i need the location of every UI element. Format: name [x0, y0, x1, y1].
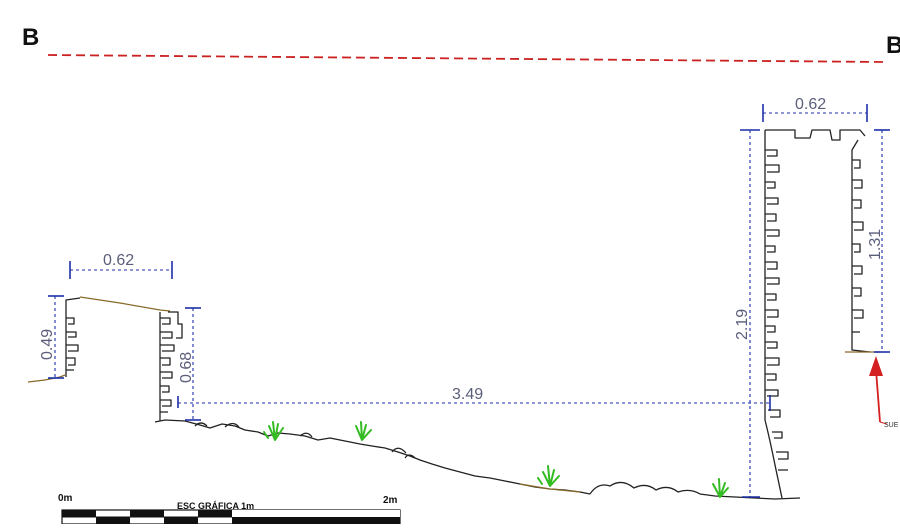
- scale-bar: 0m ESC GRÁFICA 1m 2m: [58, 493, 401, 525]
- dimension-left-height-inner: 0.68: [177, 307, 201, 421]
- dimension-label: 2.19: [734, 309, 751, 340]
- ground-profile: [27, 296, 801, 500]
- dimension-label: 3.49: [452, 386, 483, 403]
- dimension-right-height-inner: 1.31: [867, 129, 890, 353]
- dimension-right-width: 0.62: [762, 96, 868, 122]
- dimension-label: 0.49: [39, 329, 56, 360]
- dimension-left-width: 0.62: [69, 252, 173, 279]
- dimension-label: 0.68: [178, 352, 195, 383]
- dimension-label: 0.62: [795, 96, 826, 113]
- arrow-label: SUE: [884, 422, 899, 429]
- vegetation: [263, 421, 729, 498]
- left-wall: [65, 297, 183, 421]
- scale-start-label: 0m: [58, 493, 73, 504]
- dimension-left-height-outer: 0.49: [39, 295, 64, 379]
- dimension-span: 3.49: [178, 386, 771, 411]
- section-label-right: B: [886, 32, 900, 59]
- right-wall: [764, 129, 880, 499]
- scale-title: ESC GRÁFICA 1m: [177, 501, 254, 511]
- section-line: B B: [22, 24, 900, 63]
- dimension-label: 0.62: [103, 252, 134, 269]
- scale-end-label: 2m: [383, 495, 398, 506]
- arrow-up-icon: [869, 356, 883, 376]
- section-label-left: B: [22, 24, 39, 51]
- dimension-right-height-outer: 2.19: [734, 129, 760, 498]
- dimension-label: 1.31: [867, 229, 884, 260]
- arrow-annotation: SUE: [869, 356, 899, 429]
